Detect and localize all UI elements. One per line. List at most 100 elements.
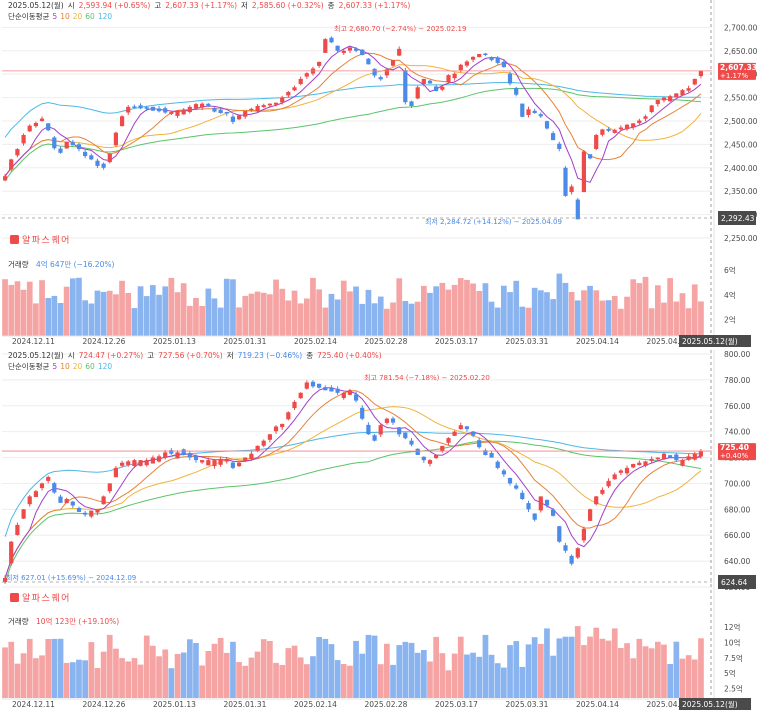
candle[interactable] <box>551 507 556 517</box>
candle[interactable] <box>668 455 673 458</box>
candle[interactable] <box>631 463 636 469</box>
candle[interactable] <box>563 542 568 553</box>
candle[interactable] <box>126 460 131 467</box>
candle[interactable] <box>471 430 476 438</box>
candle[interactable] <box>692 78 697 86</box>
candle[interactable] <box>292 400 297 410</box>
candle[interactable] <box>390 416 396 425</box>
candle[interactable] <box>280 95 285 105</box>
candle[interactable] <box>341 49 346 55</box>
candle[interactable] <box>218 456 223 467</box>
candle[interactable] <box>495 56 500 65</box>
candle[interactable] <box>643 460 648 468</box>
candle[interactable] <box>317 61 322 68</box>
candle[interactable] <box>70 139 75 146</box>
candle[interactable] <box>243 457 248 463</box>
candle[interactable] <box>261 439 266 448</box>
candle[interactable] <box>618 125 623 131</box>
candle[interactable] <box>458 422 463 430</box>
candle[interactable] <box>501 60 506 68</box>
candle[interactable] <box>101 162 106 170</box>
candle[interactable] <box>341 391 346 400</box>
candle[interactable] <box>83 510 88 517</box>
candle[interactable] <box>150 455 155 464</box>
candle[interactable] <box>637 460 642 466</box>
candle[interactable] <box>563 166 568 197</box>
candle[interactable] <box>464 426 469 432</box>
candle[interactable] <box>298 392 303 399</box>
candle[interactable] <box>538 496 543 513</box>
candle[interactable] <box>230 114 235 125</box>
candle[interactable] <box>483 52 488 57</box>
candle[interactable] <box>237 461 242 467</box>
candle[interactable] <box>489 450 494 458</box>
candle[interactable] <box>237 114 242 121</box>
candle[interactable] <box>230 461 235 470</box>
candle[interactable] <box>581 526 586 543</box>
candle[interactable] <box>668 94 673 102</box>
candle[interactable] <box>483 448 488 456</box>
candle[interactable] <box>46 475 51 484</box>
candle[interactable] <box>397 426 402 437</box>
candle[interactable] <box>243 110 248 119</box>
candle[interactable] <box>372 434 377 442</box>
candle[interactable] <box>446 74 451 84</box>
candle[interactable] <box>58 146 63 154</box>
candle[interactable] <box>440 85 445 92</box>
candle[interactable] <box>27 124 32 133</box>
candle[interactable] <box>64 497 69 504</box>
candle[interactable] <box>698 70 703 79</box>
candle[interactable] <box>661 452 667 461</box>
candle[interactable] <box>600 128 605 137</box>
candle[interactable] <box>415 85 420 100</box>
candle[interactable] <box>366 58 371 65</box>
candle[interactable] <box>224 111 229 117</box>
candle[interactable] <box>304 380 309 390</box>
candle[interactable] <box>181 448 186 456</box>
candle[interactable] <box>39 482 45 491</box>
candle[interactable] <box>273 102 279 107</box>
candle[interactable] <box>471 56 476 63</box>
candle[interactable] <box>507 71 513 86</box>
candle[interactable] <box>347 46 352 54</box>
candle[interactable] <box>354 46 359 53</box>
candle[interactable] <box>175 450 180 459</box>
candle[interactable] <box>427 79 433 84</box>
candle[interactable] <box>95 509 100 516</box>
candle[interactable] <box>588 154 593 160</box>
candle[interactable] <box>655 99 660 107</box>
candle[interactable] <box>15 148 20 158</box>
candle[interactable] <box>360 49 365 56</box>
candle[interactable] <box>292 85 297 92</box>
candle[interactable] <box>440 445 445 453</box>
candle[interactable] <box>107 483 112 494</box>
candle[interactable] <box>224 457 229 464</box>
candle[interactable] <box>335 45 340 53</box>
candle[interactable] <box>427 459 433 467</box>
candle[interactable] <box>120 460 125 468</box>
candle[interactable] <box>452 430 457 437</box>
candle[interactable] <box>538 112 543 119</box>
candle[interactable] <box>520 103 525 118</box>
candle[interactable] <box>3 575 8 584</box>
candle[interactable] <box>569 184 574 195</box>
candle[interactable] <box>101 495 106 505</box>
candle[interactable] <box>33 490 38 497</box>
candle[interactable] <box>329 385 334 392</box>
candle[interactable] <box>317 383 322 389</box>
candle[interactable] <box>33 121 38 128</box>
candle[interactable] <box>113 131 118 147</box>
candle[interactable] <box>606 126 611 133</box>
candle[interactable] <box>21 133 26 146</box>
candle[interactable] <box>39 116 45 122</box>
candle[interactable] <box>193 454 199 463</box>
candle[interactable] <box>83 149 88 159</box>
candle[interactable] <box>107 153 112 164</box>
candle[interactable] <box>624 124 630 131</box>
candle[interactable] <box>477 54 482 58</box>
candle[interactable] <box>526 106 531 118</box>
candle[interactable] <box>403 67 408 105</box>
candle[interactable] <box>126 105 131 116</box>
candle[interactable] <box>532 513 537 522</box>
